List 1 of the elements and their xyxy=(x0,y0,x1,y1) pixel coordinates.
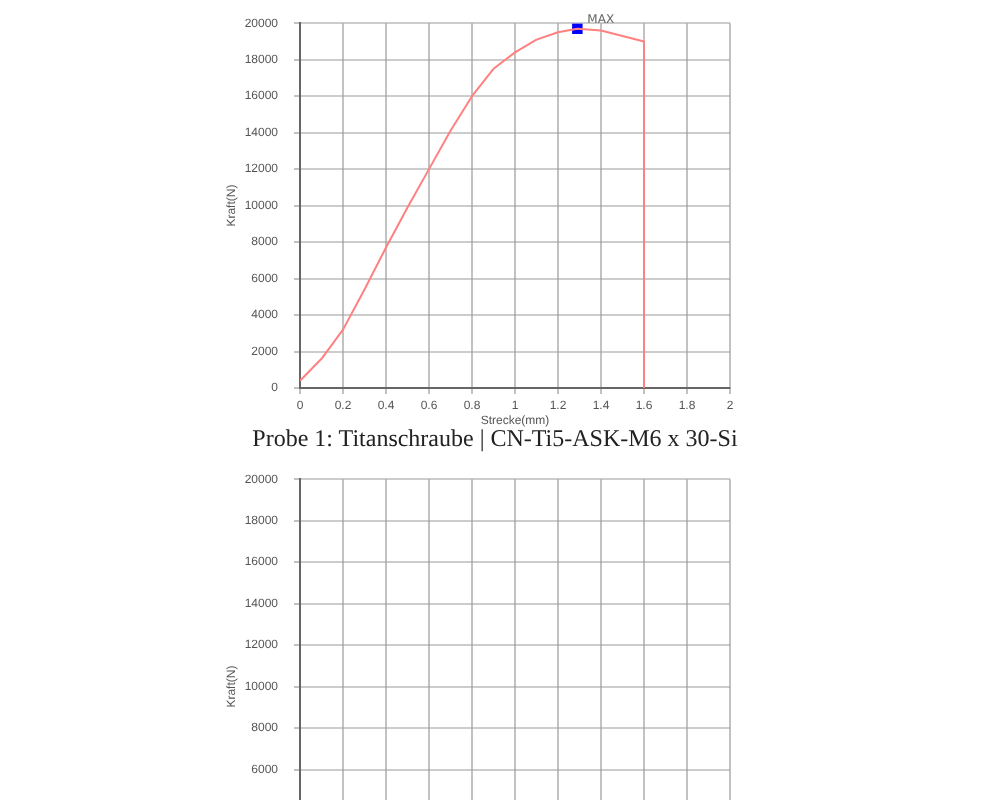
text: Probe 1: Titanschraube | CN-Ti5-ASK-M6 x 30-Si xyxy=(250,424,740,454)
